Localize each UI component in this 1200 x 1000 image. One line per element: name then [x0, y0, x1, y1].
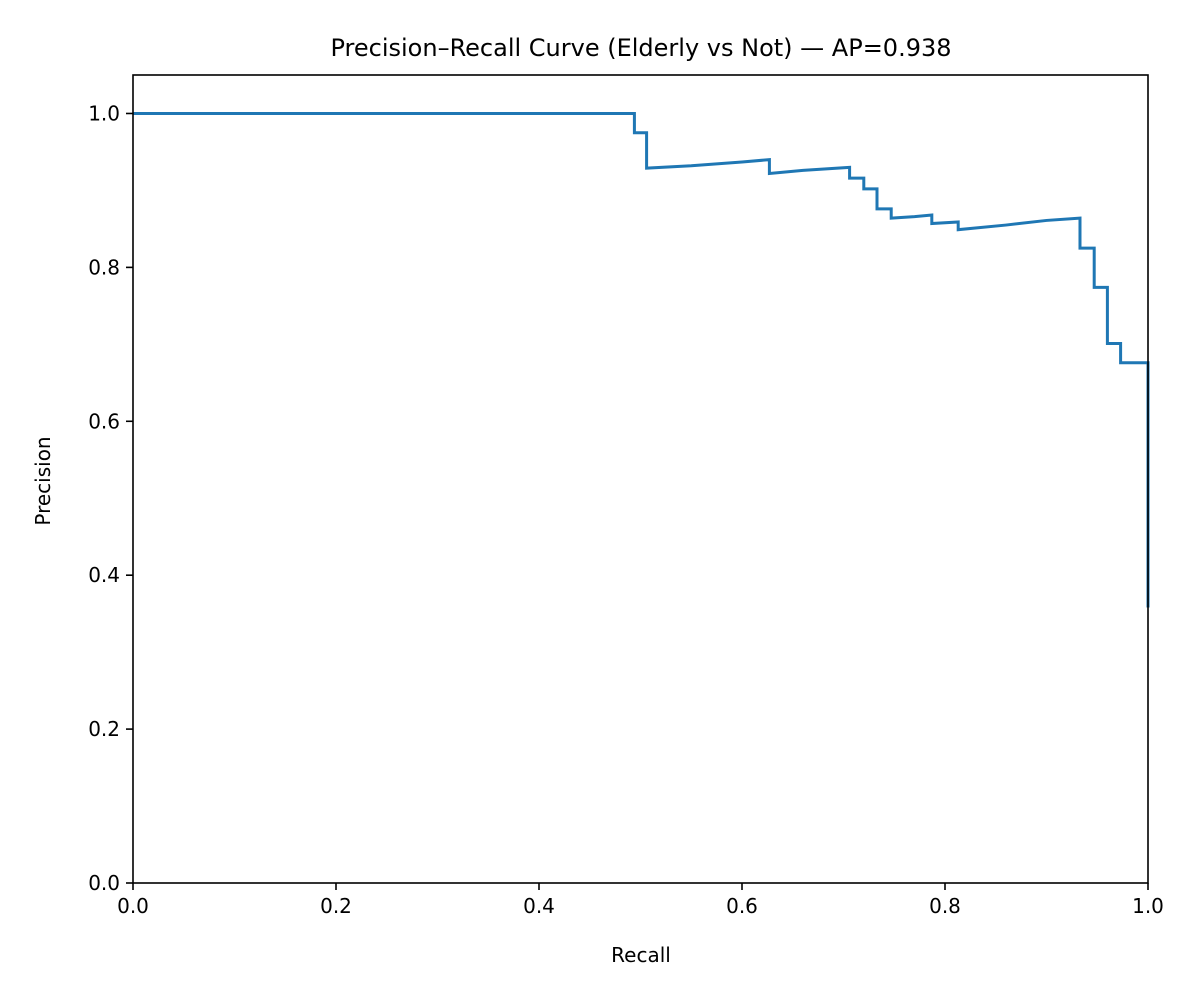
plot-frame	[132, 74, 1149, 884]
x-tick-label: 0.4	[523, 894, 555, 918]
x-axis-label: Recall	[611, 943, 671, 967]
plot-area	[133, 111, 1150, 608]
x-tick-label: 0.0	[117, 894, 149, 918]
chart-title: Precision–Recall Curve (Elderly vs Not) …	[330, 34, 951, 62]
y-axis-ticks: 0.0 0.2 0.4 0.6 0.8 1.0	[88, 101, 133, 895]
x-tick-label: 1.0	[1132, 894, 1164, 918]
y-tick-label: 0.4	[88, 563, 120, 587]
x-tick-label: 0.2	[320, 894, 352, 918]
y-tick-label: 0.0	[88, 871, 120, 895]
y-tick-label: 0.2	[88, 717, 120, 741]
y-axis-label: Precision	[31, 436, 55, 525]
y-tick-label: 0.6	[88, 409, 120, 433]
x-tick-label: 0.6	[726, 894, 758, 918]
y-tick-label: 1.0	[88, 101, 120, 125]
y-tick-label: 0.8	[88, 255, 120, 279]
x-axis-ticks: 0.0 0.2 0.4 0.6 0.8 1.0	[117, 883, 1164, 918]
x-tick-label: 0.8	[929, 894, 961, 918]
pr-curve-line	[133, 111, 1150, 608]
